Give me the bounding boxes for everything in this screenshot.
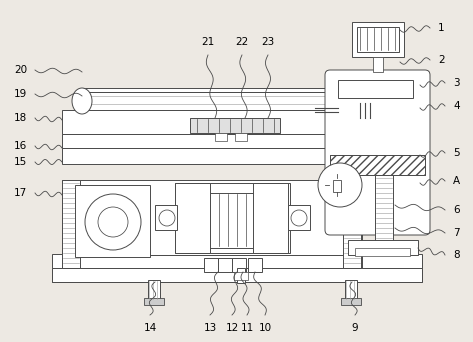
Bar [333,180,341,192]
Bar [288,205,310,230]
Bar [352,22,404,57]
Circle shape [318,163,362,207]
Bar [357,27,399,52]
Bar [52,268,422,282]
Bar [373,57,383,72]
Bar [237,268,245,283]
Text: 19: 19 [14,89,27,99]
Text: A: A [453,176,460,186]
Text: 2: 2 [438,55,445,65]
Text: 23: 23 [262,37,275,47]
Text: 9: 9 [352,323,359,333]
Bar [82,88,362,92]
Circle shape [291,210,307,226]
Bar [235,133,247,141]
Text: 5: 5 [453,148,460,158]
Text: 18: 18 [14,113,27,123]
Bar [355,248,410,256]
Text: 12: 12 [225,323,238,333]
Bar [234,272,248,280]
Bar [62,180,362,255]
Bar [348,240,418,255]
Bar [82,92,362,110]
FancyBboxPatch shape [325,70,430,235]
Text: 1: 1 [438,23,445,33]
Bar [175,183,210,253]
Bar [330,155,425,175]
Text: 22: 22 [236,37,249,47]
Bar [330,155,425,175]
Text: 14: 14 [143,323,157,333]
Bar [62,134,362,148]
Text: 17: 17 [14,188,27,198]
Text: 8: 8 [453,250,460,260]
Bar [175,183,290,253]
Bar [155,205,177,230]
Bar [75,185,150,257]
Bar [345,280,357,302]
Text: 4: 4 [453,101,460,111]
Bar [62,110,362,134]
Text: 3: 3 [453,78,460,88]
Bar [144,298,164,305]
Bar [62,148,362,164]
Bar [185,193,280,248]
Bar [190,118,280,133]
Circle shape [85,194,141,250]
Bar [232,258,246,272]
Text: 21: 21 [201,37,215,47]
Bar [253,183,288,253]
Bar [148,280,160,302]
Text: 7: 7 [453,228,460,238]
Bar [248,258,262,272]
Ellipse shape [72,88,92,114]
Text: 11: 11 [240,323,254,333]
Bar [52,268,422,282]
Bar [62,180,80,268]
Text: 15: 15 [14,157,27,167]
Text: 20: 20 [14,65,27,75]
Bar [204,258,218,272]
Bar [341,298,361,305]
Bar [343,150,361,268]
Text: 10: 10 [258,323,272,333]
Bar [375,175,393,255]
Bar [62,255,362,268]
Circle shape [98,207,128,237]
Bar [338,80,413,98]
Text: 16: 16 [14,141,27,151]
Bar [215,133,227,141]
Text: 6: 6 [453,205,460,215]
Bar [218,258,232,272]
Circle shape [159,210,175,226]
Bar [52,254,422,268]
Text: 13: 13 [203,323,217,333]
